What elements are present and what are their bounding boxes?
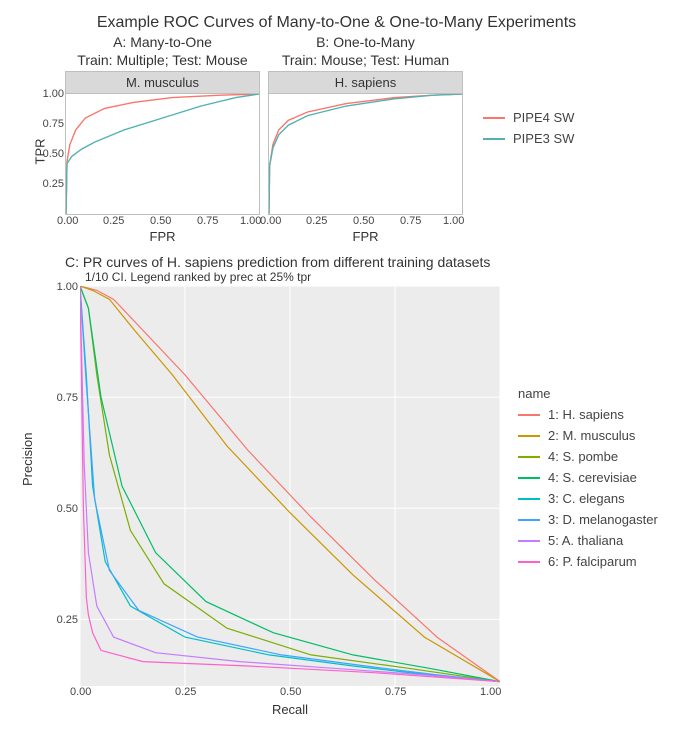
pr-legend-title: name	[518, 386, 658, 401]
legend-item: PIPE3 SW	[483, 131, 574, 146]
panel-a-plot: 1.00 0.75 0.50 0.25	[65, 93, 260, 215]
panel-a-svg	[66, 94, 259, 214]
legend-item: 4: S. cerevisiae	[518, 470, 658, 485]
legend-swatch	[518, 540, 540, 542]
panel-b-line1: B: One-to-Many	[316, 34, 415, 50]
legend-label: 4: S. pombe	[548, 449, 618, 464]
legend-swatch	[518, 561, 540, 563]
panel-c: Precision 1.00 0.75 0.50 0.25 0.00 0.25 …	[35, 286, 663, 717]
panel-b-svg	[269, 94, 462, 214]
legend-label: 2: M. musculus	[548, 428, 635, 443]
legend-swatch	[518, 498, 540, 500]
panel-a-line1: A: Many-to-One	[113, 34, 212, 50]
main-title: Example ROC Curves of Many-to-One & One-…	[10, 14, 663, 32]
panel-c-plot: 1.00 0.75 0.50 0.25	[80, 286, 500, 686]
panel-a-header: A: Many-to-One Train: Multiple; Test: Mo…	[65, 34, 260, 69]
panel-a: A: Many-to-One Train: Multiple; Test: Mo…	[65, 34, 260, 244]
legend-swatch	[518, 435, 540, 437]
panel-c-svg	[80, 286, 500, 686]
legend-item: 4: S. pombe	[518, 449, 658, 464]
panel-a-strip: M. musculus	[65, 71, 260, 93]
roc-legend: PIPE4 SW PIPE3 SW	[483, 104, 574, 152]
panel-a-xlab: FPR	[65, 229, 260, 244]
legend-label: 5: A. thaliana	[548, 533, 623, 548]
panel-b: B: One-to-Many Train: Mouse; Test: Human…	[268, 34, 463, 244]
panel-a-line2: Train: Multiple; Test: Mouse	[77, 52, 247, 68]
legend-swatch	[483, 138, 505, 140]
panel-b-xlab: FPR	[268, 229, 463, 244]
legend-item: 5: A. thaliana	[518, 533, 658, 548]
legend-label: 6: P. falciparum	[548, 554, 637, 569]
panel-c-title: C: PR curves of H. sapiens prediction fr…	[65, 254, 663, 270]
legend-label: 3: C. elegans	[548, 491, 625, 506]
legend-swatch	[483, 117, 505, 119]
legend-label: 3: D. melanogaster	[548, 512, 658, 527]
legend-swatch	[518, 477, 540, 479]
panel-c-ylab: Precision	[20, 433, 35, 486]
legend-label: PIPE4 SW	[513, 110, 574, 125]
legend-item: 3: D. melanogaster	[518, 512, 658, 527]
legend-label: 1: H. sapiens	[548, 407, 624, 422]
pr-legend: name 1: H. sapiens 2: M. musculus 4: S. po…	[518, 386, 658, 575]
legend-swatch	[518, 456, 540, 458]
legend-label: 4: S. cerevisiae	[548, 470, 637, 485]
legend-item: PIPE4 SW	[483, 110, 574, 125]
panel-b-line2: Train: Mouse; Test: Human	[282, 52, 449, 68]
legend-item: 2: M. musculus	[518, 428, 658, 443]
panel-b-plot	[268, 93, 463, 215]
panel-c-subtitle: 1/10 CI. Legend ranked by prec at 25% tp…	[85, 270, 663, 284]
panel-b-strip: H. sapiens	[268, 71, 463, 93]
roc-row: TPR A: Many-to-One Train: Multiple; Test…	[65, 34, 663, 244]
legend-label: PIPE3 SW	[513, 131, 574, 146]
legend-item: 1: H. sapiens	[518, 407, 658, 422]
panel-c-xlab: Recall	[80, 702, 500, 717]
panel-b-header: B: One-to-Many Train: Mouse; Test: Human	[268, 34, 463, 69]
legend-swatch	[518, 519, 540, 521]
legend-item: 3: C. elegans	[518, 491, 658, 506]
legend-swatch	[518, 414, 540, 416]
legend-item: 6: P. falciparum	[518, 554, 658, 569]
